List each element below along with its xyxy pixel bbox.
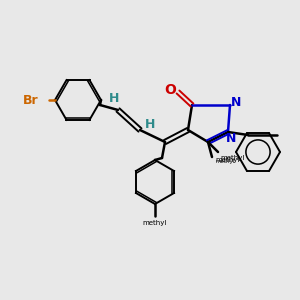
Text: methyl: methyl — [220, 155, 244, 161]
Text: N: N — [231, 97, 241, 110]
Text: methyl: methyl — [215, 160, 234, 164]
Text: H: H — [109, 92, 119, 104]
Text: methyl: methyl — [143, 220, 167, 226]
Text: methyl: methyl — [215, 157, 239, 163]
Text: O: O — [164, 83, 176, 97]
Text: Br: Br — [23, 94, 39, 106]
Text: H: H — [145, 118, 155, 130]
Text: N: N — [226, 131, 236, 145]
